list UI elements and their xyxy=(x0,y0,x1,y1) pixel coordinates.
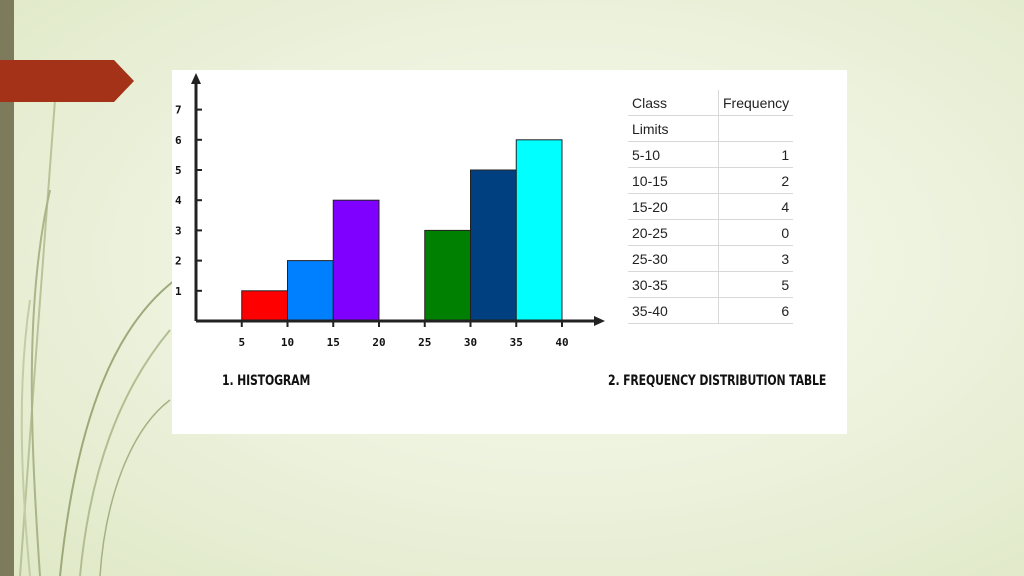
y-tick-label: 2 xyxy=(175,255,182,268)
y-tick-label: 4 xyxy=(175,194,182,207)
table-caption: 2. FREQUENCY DISTRIBUTION TABLE xyxy=(608,373,827,389)
x-tick-label: 30 xyxy=(464,336,477,349)
table-cell-class: 35-40 xyxy=(628,297,719,324)
table-cell-frequency: 3 xyxy=(718,245,794,272)
table-row: 5-10 1 xyxy=(628,141,794,168)
table-subheader-row: Limits xyxy=(628,115,794,142)
table-header-class: Class xyxy=(628,90,719,116)
table-cell-class: 5-10 xyxy=(628,141,719,168)
table-subheader-limits: Limits xyxy=(628,115,719,142)
y-tick-label: 3 xyxy=(175,224,182,237)
table-cell-class: 20-25 xyxy=(628,219,719,246)
x-tick-label: 20 xyxy=(372,336,385,349)
table-cell-frequency: 1 xyxy=(718,141,794,168)
table-row: 30-35 5 xyxy=(628,271,794,298)
table-row: 10-15 2 xyxy=(628,167,794,194)
slide-left-bar xyxy=(0,0,14,576)
x-tick-label: 40 xyxy=(555,336,568,349)
histogram-bar-35-40 xyxy=(515,139,563,322)
table-cell-frequency: 4 xyxy=(718,193,794,220)
table-header-frequency: Frequency xyxy=(718,90,794,116)
histogram-bar-25-30 xyxy=(424,229,471,322)
table-header-row: Class Frequency xyxy=(628,90,794,116)
histogram-chart: 1 2 3 4 5 6 7 5 10 15 20 25 30 35 40 xyxy=(175,73,605,349)
x-axis-arrow xyxy=(594,316,605,326)
table-cell-class: 25-30 xyxy=(628,245,719,272)
x-tick-label: 5 xyxy=(238,336,245,349)
x-tick-label: 25 xyxy=(418,336,431,349)
table-cell-frequency: 0 xyxy=(718,219,794,246)
histogram-bar-10-15 xyxy=(287,260,334,322)
y-tick-label: 7 xyxy=(175,104,182,117)
y-tick-label: 5 xyxy=(175,164,182,177)
table-row: 20-25 0 xyxy=(628,219,794,246)
histogram-bar-5-10 xyxy=(241,290,288,322)
content-panel: 1 2 3 4 5 6 7 5 10 15 20 25 30 35 40 Class Frequency L… xyxy=(172,70,847,434)
grass-decoration xyxy=(19,99,176,576)
table-cell-class: 30-35 xyxy=(628,271,719,298)
table-subheader-empty xyxy=(718,115,794,142)
table-row: 15-20 4 xyxy=(628,193,794,220)
table-row: 25-30 3 xyxy=(628,245,794,272)
table-cell-frequency: 6 xyxy=(718,297,794,324)
table-cell-frequency: 2 xyxy=(718,167,794,194)
x-tick-label: 15 xyxy=(327,336,340,349)
x-tick-label: 35 xyxy=(510,336,523,349)
table-cell-class: 10-15 xyxy=(628,167,719,194)
y-tick-label: 6 xyxy=(175,134,182,147)
table-cell-class: 15-20 xyxy=(628,193,719,220)
histogram-caption: 1. HISTOGRAM xyxy=(222,373,311,389)
table-cell-frequency: 5 xyxy=(718,271,794,298)
x-tick-label: 10 xyxy=(281,336,294,349)
frequency-distribution-table: Class Frequency Limits 5-10 1 10-15 2 15… xyxy=(628,90,794,324)
histogram-bar-15-20 xyxy=(332,199,380,322)
table-row: 35-40 6 xyxy=(628,297,794,324)
slide-accent-arrow xyxy=(0,60,134,102)
y-axis-arrow xyxy=(191,73,201,84)
histogram-bar-30-35 xyxy=(470,169,517,322)
y-tick-label: 1 xyxy=(175,285,182,298)
